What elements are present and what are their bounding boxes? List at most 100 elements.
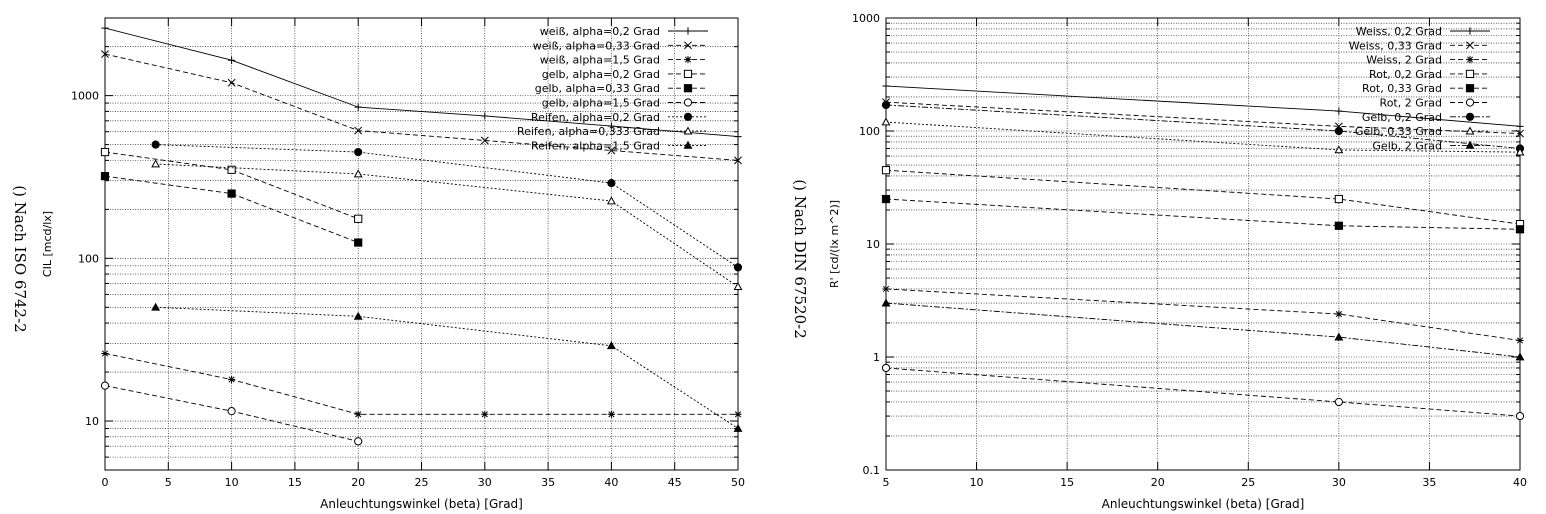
- data-point: [481, 112, 489, 120]
- legend-marker: [1465, 98, 1475, 107]
- data-point: [227, 407, 236, 416]
- legend-label: weiß, alpha=0,33 Grad: [533, 39, 660, 52]
- legend-marker: [684, 27, 692, 35]
- legend-label: Reifen, alpha=0,333 Grad: [517, 125, 660, 138]
- series-3: [101, 349, 742, 418]
- x-tick-label: 40: [1513, 476, 1527, 489]
- data-point: [881, 194, 891, 204]
- data-point: [734, 156, 742, 165]
- legend-marker: [1466, 27, 1474, 35]
- data-point: [1334, 221, 1343, 230]
- data-point: [353, 311, 363, 320]
- data-point: [734, 410, 742, 418]
- y-tick-label: 1000: [71, 90, 99, 103]
- data-point: [1335, 107, 1343, 115]
- data-point: [734, 132, 742, 141]
- series-5: [100, 172, 363, 247]
- data-point: [1515, 411, 1525, 421]
- y-tick-label: 1000: [852, 12, 880, 25]
- y-axis-label: R' [cd/(lx m^2)]: [828, 200, 841, 288]
- series-6: [881, 363, 1525, 421]
- data-point: [480, 136, 489, 145]
- data-point: [353, 169, 363, 178]
- data-point: [881, 298, 891, 307]
- series-line: [104, 353, 738, 415]
- y-axis-label: CIL [mcd/lx]: [41, 211, 54, 277]
- series-7: [881, 100, 1525, 153]
- data-point: [227, 165, 236, 174]
- data-point: [1516, 336, 1524, 345]
- legend-marker: [684, 41, 692, 50]
- data-point: [354, 410, 362, 418]
- data-point: [151, 159, 161, 168]
- data-point: [1515, 225, 1525, 234]
- series-line: [155, 163, 739, 287]
- legend-marker: [1466, 56, 1474, 64]
- legend-marker: [684, 56, 692, 64]
- series-9: [151, 302, 743, 432]
- y-tick-label: 100: [859, 125, 880, 138]
- legend-marker: [683, 112, 693, 121]
- data-point: [227, 189, 236, 198]
- data-point: [101, 349, 109, 358]
- series-7: [151, 140, 743, 272]
- x-tick-label: 30: [478, 476, 492, 489]
- chart-right: 5 10 15 20 25 30 35 40 0.1 1 10 100 1000 Anleuchtungs…: [828, 12, 1527, 511]
- data-point: [1335, 310, 1343, 318]
- series-8: [151, 159, 743, 291]
- data-point: [882, 82, 890, 90]
- data-point: [481, 410, 489, 418]
- data-point: [733, 281, 743, 291]
- legend-label: Rot, 0,33 Grad: [1362, 82, 1442, 95]
- series-8: [881, 117, 1525, 156]
- x-tick-label: 50: [731, 476, 745, 489]
- x-tick-label: 35: [541, 476, 555, 489]
- data-point: [733, 263, 743, 272]
- series-6: [100, 381, 363, 446]
- x-tick-label: 10: [225, 476, 239, 489]
- chart-left: 0 5 10 15 20 25 30 35 40 45 50 10 100 1000 Anleuchtung…: [41, 17, 745, 511]
- legend-label: Gelb, 0,33 Grad: [1355, 125, 1442, 138]
- data-point: [733, 423, 743, 432]
- data-point: [881, 363, 891, 373]
- data-point: [881, 117, 891, 126]
- series-3: [882, 285, 1524, 345]
- data-point: [101, 24, 109, 32]
- data-point: [228, 56, 236, 64]
- legend-label: Weiss, 0,33 Grad: [1349, 39, 1442, 52]
- legend-label: Reifen, alpha=0,2 Grad: [531, 111, 660, 124]
- legend-label: Gelb, 2 Grad: [1372, 139, 1442, 152]
- data-point: [1515, 147, 1525, 156]
- legend-marker: [683, 140, 693, 149]
- data-point: [607, 122, 615, 130]
- data-point: [151, 140, 160, 149]
- legend-label: weiß, alpha=1,5 Grad: [540, 54, 660, 67]
- legend-marker: [1465, 140, 1475, 149]
- data-point: [1334, 126, 1343, 136]
- data-point: [100, 381, 110, 390]
- data-point: [101, 50, 109, 59]
- series-line: [104, 27, 739, 138]
- legend-label: gelb, alpha=1,5 Grad: [542, 97, 660, 110]
- data-point: [606, 196, 616, 205]
- legend-label: gelb, alpha=0,2 Grad: [542, 68, 660, 81]
- series-line: [104, 175, 359, 243]
- y-tick-label: 100: [78, 252, 99, 265]
- data-point: [100, 147, 110, 157]
- data-point: [354, 238, 363, 247]
- series-1: [882, 82, 1524, 130]
- y-tick-label: 1: [873, 351, 880, 364]
- legend-label: Reifen, alpha=1,5 Grad: [531, 139, 660, 152]
- legend-marker: [683, 69, 693, 79]
- x-tick-label: 15: [288, 476, 302, 489]
- data-point: [228, 375, 236, 384]
- legend-marker: [1465, 112, 1475, 121]
- data-point: [607, 410, 615, 418]
- data-point: [354, 103, 362, 111]
- series-line: [155, 144, 739, 268]
- legend-marker: [1465, 69, 1475, 79]
- x-tick-label: 35: [1422, 476, 1436, 489]
